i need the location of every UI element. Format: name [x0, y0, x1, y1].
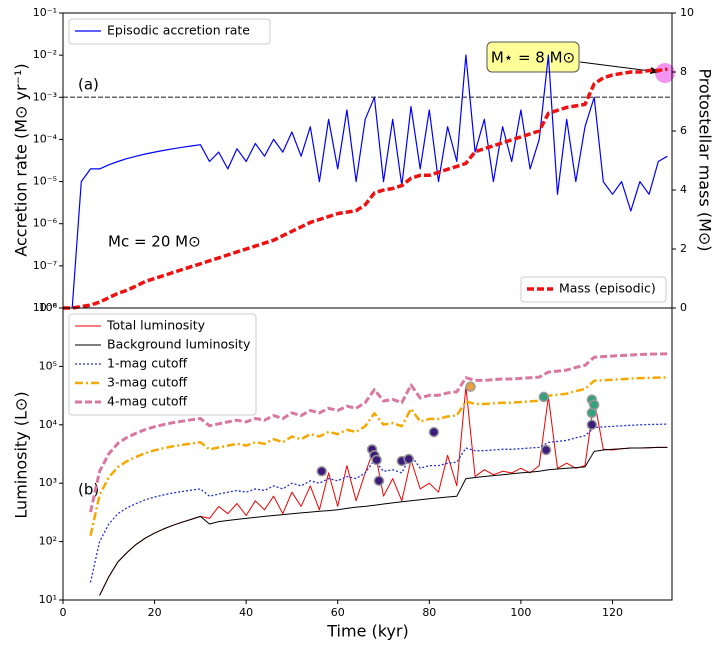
burst-marker	[465, 381, 476, 392]
callout-text: M⋆ = 8 M⊙	[491, 49, 575, 67]
plot-frame	[62, 307, 673, 601]
burst-marker	[371, 454, 382, 466]
y-tick-label: 10¹	[39, 593, 57, 606]
legend-box	[68, 313, 257, 416]
y-tick-label: 10⁻⁷	[33, 259, 57, 272]
y-axis-label: Luminosity (L⊙)	[12, 391, 31, 518]
y-axis-label: Accretion rate (M⊙ yr⁻¹)	[12, 63, 31, 256]
y-tick-label: 10²	[39, 535, 57, 548]
annotation: Mc = 20 M⊙	[108, 233, 201, 251]
callout-box	[486, 41, 580, 73]
x-tick-label: 100	[510, 606, 531, 619]
x-tick-label: 20	[148, 606, 162, 619]
series-line	[89, 423, 668, 583]
x-axis-label: Time (kyr)	[326, 622, 408, 641]
x-tick-label: 60	[331, 606, 345, 619]
legend-label: Mass (episodic)	[559, 281, 656, 296]
burst-marker	[428, 426, 440, 438]
burst-marker	[586, 419, 598, 431]
highlight-circle	[655, 63, 675, 83]
y2-tick-label: 6	[680, 124, 687, 137]
y-tick-label: 10⁻³	[33, 90, 57, 103]
y2-tick-label: 10	[680, 6, 694, 19]
legend-box	[520, 276, 667, 303]
x-tick-label: 40	[239, 606, 253, 619]
burst-marker	[588, 399, 600, 411]
y-tick-label: 10⁵	[39, 359, 57, 372]
series-line	[89, 376, 668, 536]
y-tick-label: 10⁻²	[33, 48, 57, 61]
series-line	[63, 67, 668, 310]
y2-axis-label: Protostellar mass (M⊙)	[696, 68, 715, 251]
y-tick-label: 10⁻⁶	[33, 217, 58, 230]
y-tick-label: 10⁻¹	[33, 6, 57, 19]
y-tick-label: 10⁴	[39, 418, 58, 431]
y-tick-label: 10⁶	[39, 301, 58, 314]
legend-label: 1-mag cutoff	[107, 356, 188, 371]
y-tick-label: 10⁻⁴	[33, 132, 58, 145]
panel-label: (b)	[78, 481, 99, 499]
burst-marker	[540, 444, 552, 456]
y2-tick-label: 0	[680, 301, 687, 314]
x-tick-label: 0	[60, 606, 67, 619]
series-line	[89, 352, 668, 513]
burst-marker	[538, 391, 550, 403]
x-tick-label: 80	[422, 606, 436, 619]
burst-marker	[373, 475, 385, 487]
legend-label: 3-mag cutoff	[107, 375, 188, 390]
y-tick-label: 10⁻⁸	[33, 301, 58, 314]
y-tick-label: 10⁻⁵	[33, 175, 57, 188]
legend-box	[68, 18, 271, 45]
series-line	[71, 54, 668, 309]
series-line	[99, 446, 668, 596]
y2-tick-label: 2	[680, 242, 687, 255]
burst-marker	[403, 453, 414, 465]
burst-marker	[316, 466, 327, 477]
legend-label: 4-mag cutoff	[107, 394, 188, 409]
legend-label: Background luminosity	[107, 337, 251, 352]
legend-label: Episodic accretion rate	[107, 23, 250, 38]
y2-tick-label: 8	[680, 65, 687, 78]
y2-tick-label: 4	[680, 183, 687, 196]
x-tick-label: 120	[602, 606, 623, 619]
y-tick-label: 10³	[39, 476, 57, 489]
panel-label: (a)	[78, 76, 99, 94]
callout-arrow	[579, 61, 659, 73]
legend-label: Total luminosity	[106, 318, 206, 333]
